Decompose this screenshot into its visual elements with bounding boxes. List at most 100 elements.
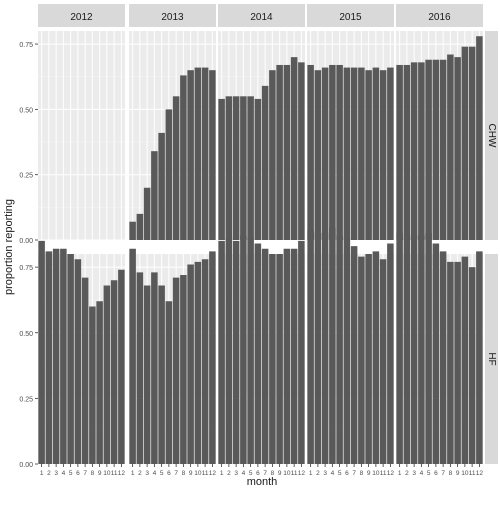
x-tick-label: 2 (405, 470, 409, 477)
x-tick-label: 12 (476, 470, 484, 477)
x-tick-label: 1 (220, 470, 224, 477)
panel-HF-2016 (396, 254, 483, 464)
x-tick-label: 2 (227, 470, 231, 477)
x-tick-label: 9 (456, 470, 460, 477)
x-tick-label: 8 (360, 470, 364, 477)
x-tick-label: 2 (138, 470, 142, 477)
bar-HF-2012-m4 (60, 248, 67, 464)
bar-CHW-2013-m5 (158, 132, 165, 240)
bar-HF-2013-m10 (194, 261, 202, 464)
x-tick-label: 6 (345, 470, 349, 477)
year-strip-2016 (396, 4, 483, 27)
x-tick-label: 6 (256, 470, 260, 477)
bar-HF-2014-m1 (218, 240, 225, 464)
x-tick-label: 7 (263, 470, 267, 477)
x-tick-label: 9 (98, 470, 102, 477)
row-strip-label-CHW: CHW (486, 124, 497, 148)
x-tick-label: 11 (380, 470, 387, 477)
year-strip-label-2014: 2014 (250, 12, 273, 23)
row-strip-HF (485, 254, 498, 464)
bar-HF-2015-m7 (350, 246, 358, 464)
bar-CHW-2015-m5 (336, 64, 343, 241)
x-tick-label: 4 (153, 470, 157, 477)
bar-HF-2015-m12 (387, 243, 394, 464)
bar-HF-2014-m12 (298, 240, 305, 464)
x-tick-label: 3 (54, 470, 58, 477)
bar-HF-2014-m10 (283, 248, 291, 464)
bar-HF-2014-m2 (225, 238, 233, 464)
x-tick-label: 6 (167, 470, 171, 477)
x-tick-label: 10 (194, 470, 202, 477)
bar-HF-2015-m3 (321, 233, 329, 464)
x-tick-label: 3 (323, 470, 327, 477)
y-tick-label: 0.25 (19, 173, 33, 180)
year-strip-2015 (307, 4, 394, 27)
bar-CHW-2013-m6 (165, 109, 173, 240)
bar-CHW-2015-m4 (329, 64, 336, 241)
year-strip-label-2012: 2012 (70, 12, 93, 23)
bar-CHW-2016-m3 (410, 62, 418, 240)
x-tick-label: 9 (278, 470, 282, 477)
bar-CHW-2015-m12 (387, 67, 394, 240)
x-tick-label: 10 (283, 470, 291, 477)
bar-CHW-2014-m12 (298, 62, 305, 240)
bar-HF-2016-m5 (425, 233, 432, 464)
panel-CHW-2016 (396, 31, 483, 240)
bar-HF-2013-m2 (136, 272, 144, 464)
bar-HF-2013-m5 (158, 285, 165, 464)
bar-CHW-2014-m5 (247, 96, 254, 240)
x-tick-label: 8 (271, 470, 275, 477)
y-tick-label: 0.50 (19, 331, 33, 338)
year-strip-2014 (218, 4, 305, 27)
bar-CHW-2014-m8 (269, 70, 276, 240)
bar-HF-2014-m3 (232, 240, 240, 464)
bar-CHW-2014-m4 (240, 96, 247, 240)
x-tick-label: 5 (160, 470, 164, 477)
bar-HF-2013-m1 (129, 248, 136, 464)
bar-CHW-2016-m7 (439, 59, 447, 240)
bar-CHW-2013-m8 (180, 75, 187, 240)
bar-HF-2014-m11 (290, 248, 298, 464)
bar-CHW-2013-m2 (136, 213, 144, 240)
bar-CHW-2015-m11 (379, 70, 387, 240)
bar-HF-2012-m12 (118, 269, 125, 464)
x-tick-label: 4 (331, 470, 335, 477)
x-tick-label: 4 (62, 470, 66, 477)
panel-CHW-2013 (129, 31, 216, 240)
x-tick-label: 1 (131, 470, 135, 477)
x-tick-label: 7 (352, 470, 356, 477)
x-tick-label: 11 (291, 470, 298, 477)
bar-HF-2012-m8 (89, 306, 96, 464)
x-tick-label: 9 (367, 470, 371, 477)
x-tick-label: 11 (469, 470, 476, 477)
x-tick-label: 8 (91, 470, 95, 477)
year-strip-2012 (38, 4, 125, 27)
row-strip-label-HF: HF (486, 352, 497, 365)
bar-HF-2012-m7 (81, 277, 89, 464)
bar-CHW-2016-m9 (454, 57, 461, 240)
bar-CHW-2016-m11 (468, 46, 476, 240)
bar-HF-2016-m8 (447, 261, 454, 464)
bar-HF-2012-m5 (67, 254, 74, 464)
bar-HF-2014-m9 (276, 254, 283, 464)
x-tick-label: 12 (209, 470, 217, 477)
bar-HF-2013-m4 (151, 272, 158, 464)
x-tick-label: 4 (420, 470, 424, 477)
y-axis-title: proportion reporting (3, 199, 15, 295)
bar-CHW-2016-m12 (476, 36, 483, 240)
x-tick-label: 10 (103, 470, 111, 477)
panel-HF-2014 (218, 254, 305, 464)
bar-CHW-2016-m2 (403, 64, 411, 241)
y-tick-label: 0.50 (19, 107, 33, 114)
bar-HF-2014-m6 (254, 243, 262, 464)
bar-HF-2015-m11 (379, 259, 387, 464)
bar-CHW-2015-m9 (365, 70, 372, 240)
x-tick-label: 1 (398, 470, 402, 477)
bar-HF-2015-m2 (314, 233, 322, 464)
year-strip-2013 (129, 4, 216, 27)
bar-CHW-2014-m6 (254, 98, 262, 240)
bar-HF-2016-m6 (432, 243, 440, 464)
bar-HF-2016-m3 (410, 235, 418, 464)
bar-CHW-2015-m7 (350, 67, 358, 240)
